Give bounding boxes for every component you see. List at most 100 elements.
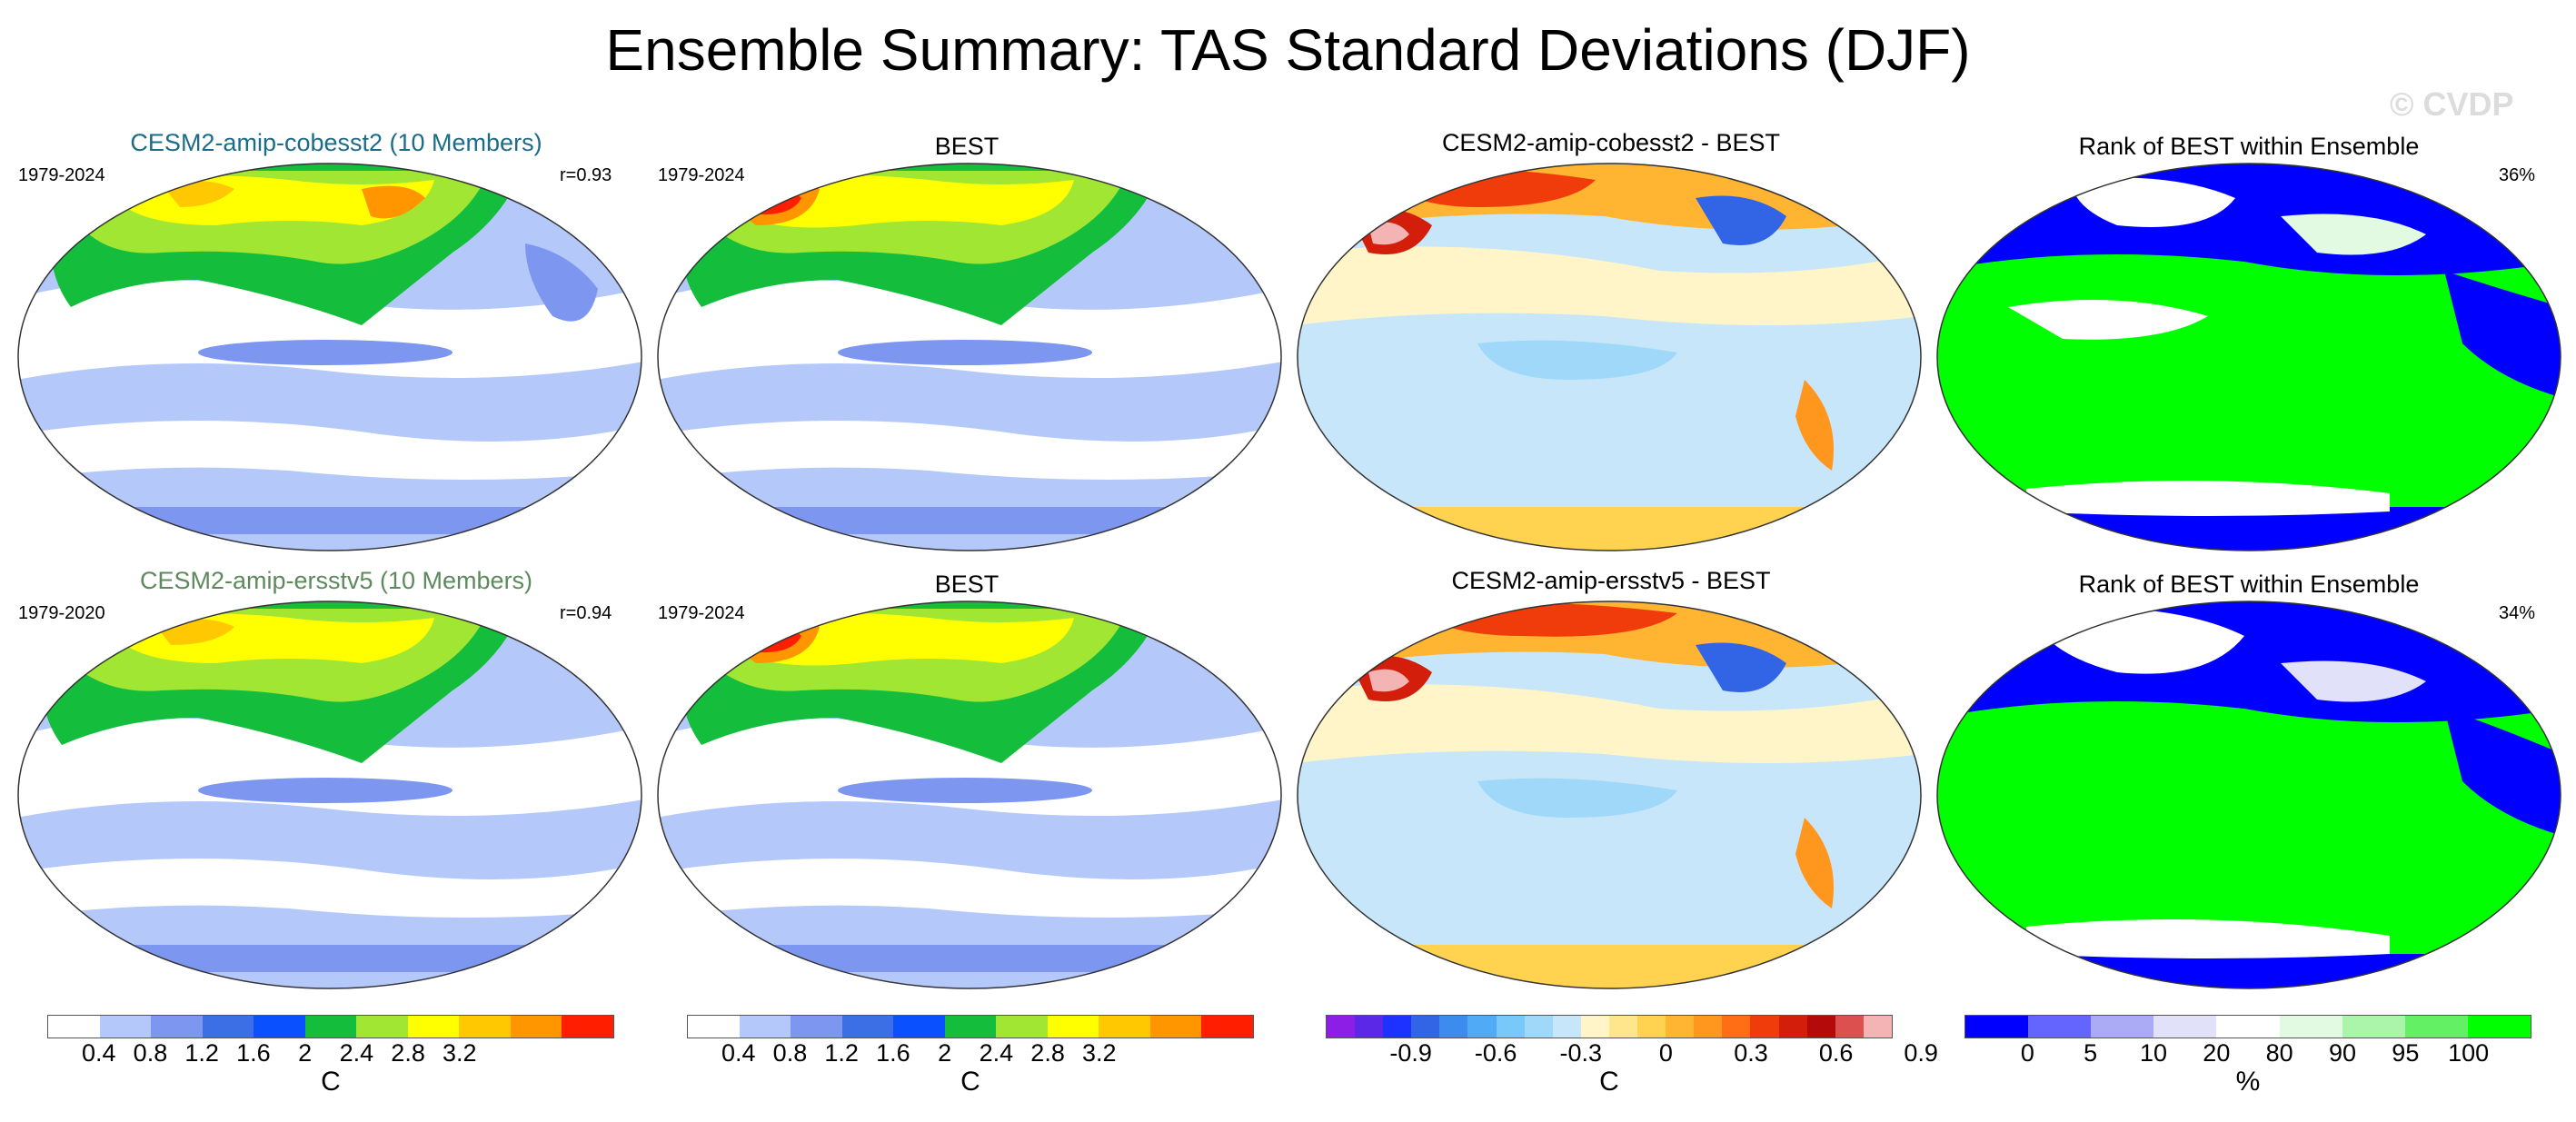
std-map-model-row2 [17,601,642,989]
colorbar-swatch [151,1016,203,1038]
colorbar-rank [1964,1015,2531,1038]
colorbar-tick-label: 2.8 [1030,1039,1065,1067]
rank-map-row1 [1936,163,2561,551]
obs-title-row2: BEST [934,571,1000,598]
colorbar-swatch [1411,1016,1440,1038]
colorbar-swatch [562,1016,614,1038]
colorbar-tick-label: 95 [2392,1039,2420,1067]
colorbar-swatch [2091,1016,2154,1038]
obs-years-row2: 1979-2024 [658,603,745,623]
colorbar-swatch [1637,1016,1666,1038]
colorbar-tick-label: 80 [2265,1039,2293,1067]
colorbar-tick-label: 1.2 [824,1039,859,1067]
colorbar-swatch [944,1016,997,1038]
colorbar-swatch [1666,1016,1695,1038]
colorbar-tick-label: 3.2 [1082,1039,1117,1067]
colorbar-tick-label: 1.2 [184,1039,219,1067]
colorbar-swatch [1778,1016,1807,1038]
colorbar-swatch [1496,1016,1525,1038]
colorbar-tick-label: 0.6 [1818,1039,1854,1067]
colorbar-swatch [510,1016,562,1038]
colorbar-swatch [2216,1016,2280,1038]
colorbar-swatch [1355,1016,1384,1038]
rank-title-row2: Rank of BEST within Ensemble [2078,571,2420,598]
colorbar-tick-label: 0.3 [1734,1039,1768,1067]
colorbar-swatch [1750,1016,1779,1038]
obs-years-row1: 1979-2024 [658,165,745,185]
colorbar-tick-label: -0.3 [1559,1039,1603,1067]
watermark: © CVDP [2390,85,2514,123]
diff-map-row1 [1297,163,1922,551]
colorbar-swatch [304,1016,357,1038]
colorbar-tick-label: -0.6 [1474,1039,1517,1067]
colorbar-diff [1326,1015,1893,1038]
colorbar-swatch [1099,1016,1150,1038]
colorbar-std-obs [687,1015,1254,1038]
colorbar-tick-label: 0.9 [1904,1039,1938,1067]
colorbar-swatch [1047,1016,1099,1038]
colorbar-swatch [893,1016,945,1038]
colorbar-swatch [254,1016,305,1038]
colorbar-swatch [202,1016,254,1038]
model-title-row2: CESM2-amip-ersstv5 (10 Members) [139,567,533,594]
corr-row2: r=0.94 [560,603,612,623]
colorbar-tick-label: 0.4 [81,1039,116,1067]
unit-rank: % [2235,1067,2261,1097]
colorbar-swatch [2342,1016,2405,1038]
colorbar-swatch [1835,1016,1864,1038]
colorbar-swatch [1608,1016,1638,1038]
colorbar-swatch [2153,1016,2217,1038]
colorbar-swatch [841,1016,894,1038]
colorbar-swatch [1965,1016,2029,1038]
rank-title-row1: Rank of BEST within Ensemble [2078,133,2420,160]
colorbar-tick-label: 0 [2020,1039,2034,1067]
colorbar-tick-label: 90 [2328,1039,2357,1067]
colorbar-swatch [48,1016,100,1038]
rank-pct-row2: 34% [2499,603,2536,623]
colorbar-swatch [1467,1016,1497,1038]
colorbar-std-model [47,1015,614,1038]
unit-std-obs: C [960,1067,980,1097]
colorbar-tick-label: 10 [2139,1039,2168,1067]
model-title-row1: CESM2-amip-cobesst2 (10 Members) [130,129,542,156]
colorbar-swatch [2404,1016,2468,1038]
colorbar-swatch [1580,1016,1609,1038]
colorbar-swatch [1327,1016,1356,1038]
colorbar-swatch [1722,1016,1751,1038]
colorbar-swatch [791,1016,842,1038]
colorbar-tick-label: 5 [2084,1039,2098,1067]
std-map-model-row1 [17,163,642,551]
colorbar-tick-label: 3.2 [443,1039,477,1067]
std-map-obs-row1 [657,163,1282,551]
diff-title-row2: CESM2-amip-ersstv5 - BEST [1451,567,1771,594]
diff-map-row2 [1297,601,1922,989]
colorbar-swatch [356,1016,408,1038]
colorbar-swatch [1149,1016,1202,1038]
colorbar-tick-label: 20 [2203,1039,2231,1067]
rank-pct-row1: 36% [2499,165,2536,185]
colorbar-tick-label: 0.8 [772,1039,808,1067]
colorbar-swatch [1201,1016,1254,1038]
colorbar-swatch [996,1016,1048,1038]
colorbar-tick-label: 2.4 [339,1039,374,1067]
colorbar-tick-label: 100 [2448,1039,2490,1067]
colorbar-swatch [1552,1016,1581,1038]
page-title: Ensemble Summary: TAS Standard Deviation… [605,17,1971,83]
colorbar-swatch [1694,1016,1723,1038]
colorbar-swatch [1806,1016,1835,1038]
colorbar-swatch [459,1016,511,1038]
unit-std-model: C [321,1067,341,1097]
model-years-row2: 1979-2020 [18,603,105,623]
colorbar-swatch [2028,1016,2092,1038]
colorbar-tick-label: 0.8 [133,1039,168,1067]
colorbar-tick-label: 2 [298,1039,313,1067]
colorbar-swatch [1383,1016,1412,1038]
colorbar-tick-label: 2 [938,1039,952,1067]
colorbar-swatch [688,1016,740,1038]
colorbar-tick-label: 2.4 [979,1039,1014,1067]
rank-map-row2 [1936,601,2561,989]
colorbar-swatch [2467,1016,2531,1038]
colorbar-tick-label: 1.6 [236,1039,271,1067]
colorbar-swatch [407,1016,460,1038]
model-years-row1: 1979-2024 [18,165,105,185]
